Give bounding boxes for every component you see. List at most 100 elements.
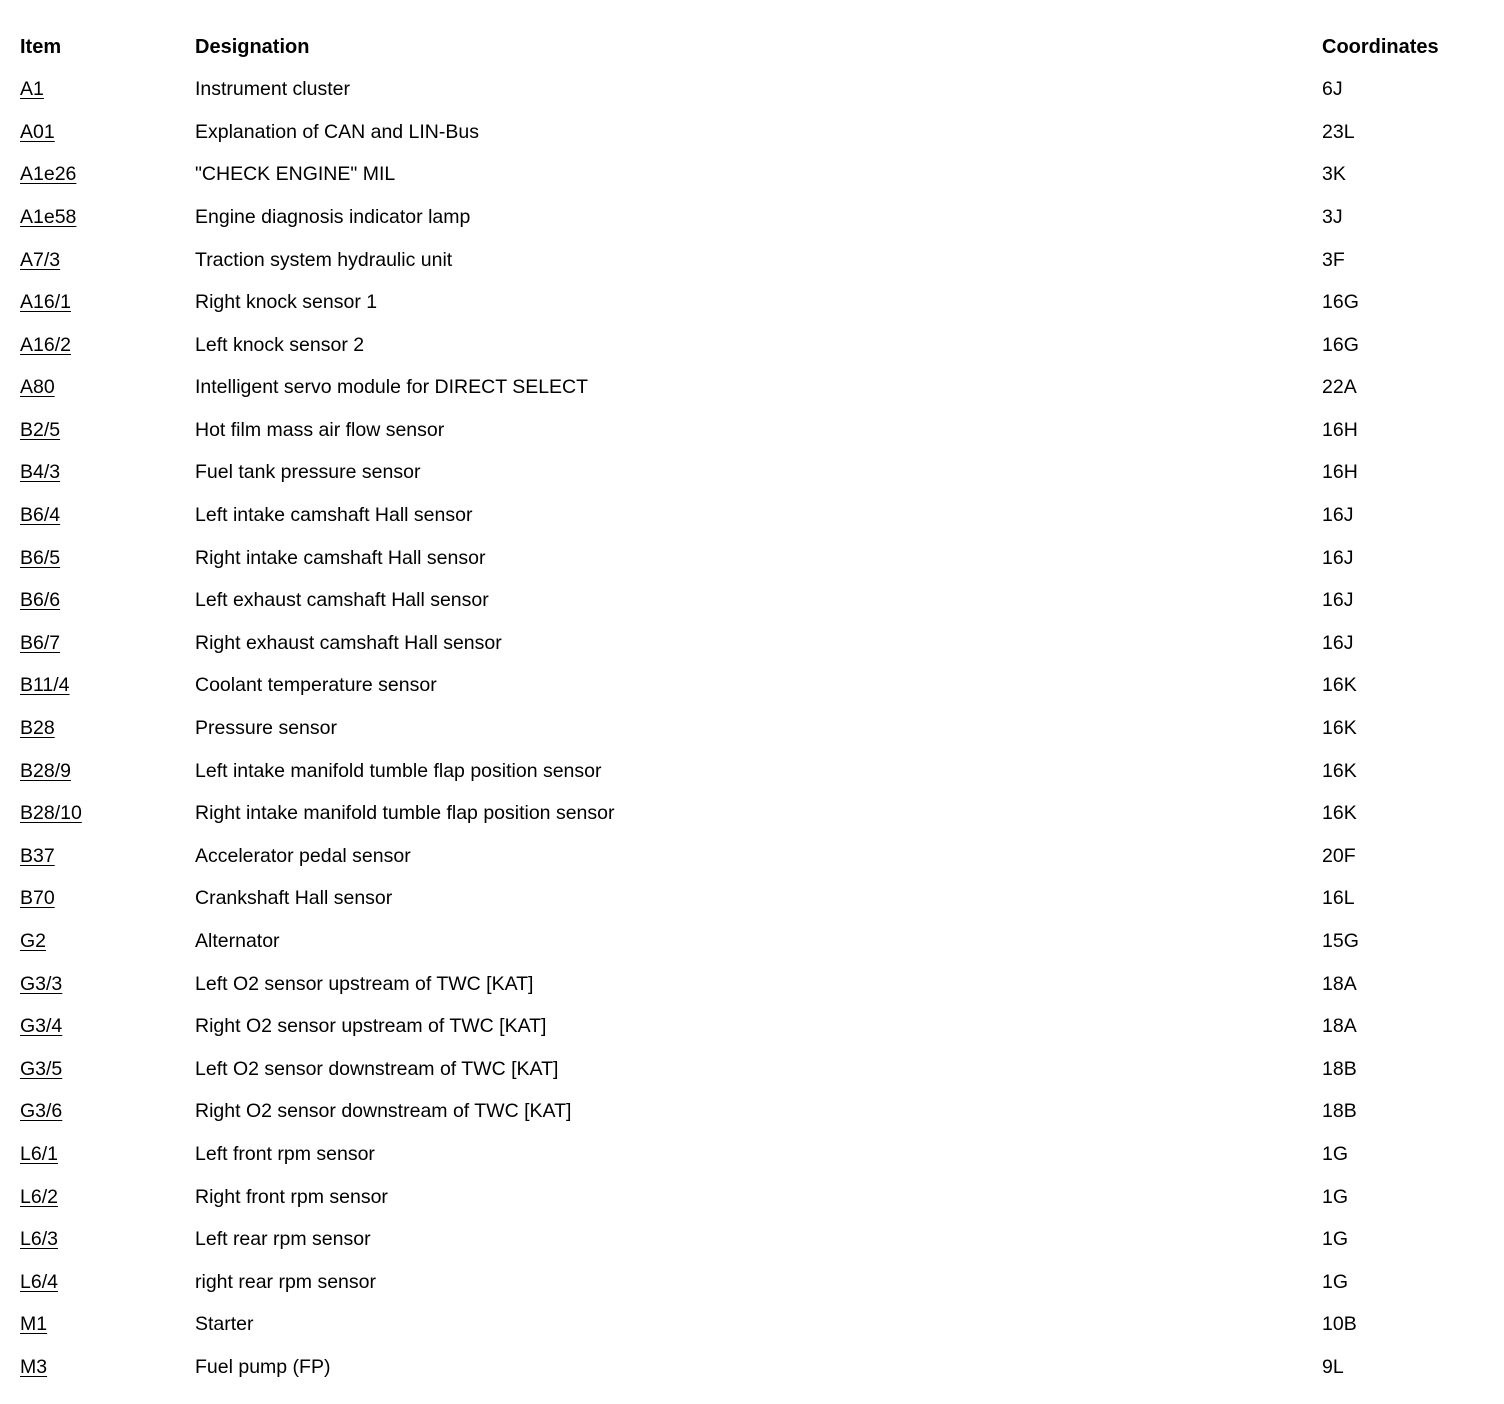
- item-code-link[interactable]: G2: [20, 930, 47, 953]
- item-code-link[interactable]: B28/10: [20, 802, 82, 825]
- designation-text: Right O2 sensor upstream of TWC [KAT]: [195, 1015, 547, 1038]
- designation-text: Pressure sensor: [195, 717, 337, 740]
- designation-text: Crankshaft Hall sensor: [195, 887, 393, 910]
- table-row: A1e26 "CHECK ENGINE" MIL 3K: [20, 154, 1484, 197]
- coordinates-text: 18A: [1322, 972, 1357, 995]
- item-code-link[interactable]: L6/2: [20, 1185, 58, 1208]
- item-code-link[interactable]: M1: [20, 1313, 48, 1336]
- designation-text: Accelerator pedal sensor: [195, 844, 411, 867]
- coordinates-text: 1G: [1322, 1185, 1349, 1208]
- coordinates-text: 16J: [1322, 504, 1354, 527]
- coordinates-text: 16K: [1322, 759, 1357, 782]
- item-code-link[interactable]: A1e26: [20, 163, 77, 186]
- item-code-link[interactable]: B70: [20, 887, 55, 910]
- coordinates-text: 16J: [1322, 546, 1354, 569]
- coordinates-text: 16K: [1322, 674, 1357, 697]
- table-row: B4/3 Fuel tank pressure sensor 16H: [20, 452, 1484, 495]
- item-code-link[interactable]: G3/4: [20, 1015, 63, 1038]
- item-code-link[interactable]: B28: [20, 717, 55, 740]
- coordinates-text: 16J: [1322, 631, 1354, 654]
- table-row: A16/1 Right knock sensor 1 16G: [20, 282, 1484, 325]
- item-code-link[interactable]: B2/5: [20, 418, 61, 441]
- designation-text: "CHECK ENGINE" MIL: [195, 163, 396, 186]
- table-row: G3/4 Right O2 sensor upstream of TWC [KAT…: [20, 1006, 1484, 1049]
- table-row: M3 Fuel pump (FP) 9L: [20, 1346, 1484, 1389]
- item-code-link[interactable]: B6/5: [20, 546, 61, 569]
- item-code-link[interactable]: B28/9: [20, 759, 71, 782]
- item-code-link[interactable]: A7/3: [20, 248, 61, 271]
- item-code-link[interactable]: A1e58: [20, 205, 77, 228]
- table-row: B70 Crankshaft Hall sensor 16L: [20, 878, 1484, 921]
- designation-text: Intelligent servo module for DIRECT SELE…: [195, 376, 589, 399]
- designation-text: Fuel pump (FP): [195, 1355, 331, 1378]
- item-code-link[interactable]: M3: [20, 1355, 48, 1378]
- table-row: B6/5 Right intake camshaft Hall sensor 16J: [20, 537, 1484, 580]
- item-code-link[interactable]: B37: [20, 844, 55, 867]
- table-row: B2/5 Hot film mass air flow sensor 16H: [20, 409, 1484, 452]
- designation-text: Explanation of CAN and LIN-Bus: [195, 120, 479, 143]
- coordinates-text: 16H: [1322, 418, 1358, 441]
- table-row: B11/4 Coolant temperature sensor 16K: [20, 665, 1484, 708]
- item-code-link[interactable]: A80: [20, 376, 55, 399]
- table-row: M1 Starter 10B: [20, 1304, 1484, 1347]
- item-code-link[interactable]: B11/4: [20, 674, 70, 697]
- designation-text: Fuel tank pressure sensor: [195, 461, 421, 484]
- table-row: A1e58 Engine diagnosis indicator lamp 3J: [20, 196, 1484, 239]
- table-header: Item Designation Coordinates: [20, 26, 1484, 69]
- table-row: G3/3 Left O2 sensor upstream of TWC [KAT]…: [20, 963, 1484, 1006]
- designation-text: Right front rpm sensor: [195, 1185, 388, 1208]
- coordinates-text: 9L: [1322, 1355, 1344, 1378]
- designation-text: Left intake camshaft Hall sensor: [195, 504, 473, 527]
- table-row: G3/5 Left O2 sensor downstream of TWC [KA…: [20, 1048, 1484, 1091]
- coordinates-text: 16H: [1322, 461, 1358, 484]
- coordinates-text: 16G: [1322, 291, 1359, 314]
- header-item: Item: [20, 36, 62, 59]
- coordinates-text: 1G: [1322, 1228, 1349, 1251]
- designation-text: Engine diagnosis indicator lamp: [195, 205, 471, 228]
- table-body: A1 Instrument cluster 6J A01 Explanation of …: [20, 69, 1484, 1389]
- coordinates-text: 20F: [1322, 844, 1356, 867]
- item-code-link[interactable]: B6/7: [20, 631, 61, 654]
- item-code-link[interactable]: B4/3: [20, 461, 61, 484]
- item-code-link[interactable]: B6/4: [20, 504, 61, 527]
- table-row: A7/3 Traction system hydraulic unit 3F: [20, 239, 1484, 282]
- designation-text: Left O2 sensor upstream of TWC [KAT]: [195, 972, 534, 995]
- item-code-link[interactable]: L6/4: [20, 1270, 58, 1293]
- designation-text: Left exhaust camshaft Hall sensor: [195, 589, 489, 612]
- item-code-link[interactable]: A1: [20, 78, 44, 101]
- designation-text: Left rear rpm sensor: [195, 1228, 371, 1251]
- designation-text: Traction system hydraulic unit: [195, 248, 453, 271]
- designation-text: Right intake camshaft Hall sensor: [195, 546, 486, 569]
- table-row: B37 Accelerator pedal sensor 20F: [20, 835, 1484, 878]
- table-row: B28 Pressure sensor 16K: [20, 708, 1484, 751]
- table-row: B28/10 Right intake manifold tumble flap …: [20, 793, 1484, 836]
- item-code-link[interactable]: G3/6: [20, 1100, 63, 1123]
- item-code-link[interactable]: A01: [20, 120, 55, 143]
- table-row: L6/2 Right front rpm sensor 1G: [20, 1176, 1484, 1219]
- coordinates-text: 23L: [1322, 120, 1355, 143]
- designation-text: Left intake manifold tumble flap positio…: [195, 759, 602, 782]
- coordinates-text: 15G: [1322, 930, 1359, 953]
- item-code-link[interactable]: G3/5: [20, 1057, 63, 1080]
- item-code-link[interactable]: L6/1: [20, 1142, 58, 1165]
- coordinates-text: 18A: [1322, 1015, 1357, 1038]
- coordinates-text: 18B: [1322, 1100, 1357, 1123]
- coordinates-text: 16J: [1322, 589, 1354, 612]
- table-row: G2 Alternator 15G: [20, 920, 1484, 963]
- table-row: B28/9 Left intake manifold tumble flap po…: [20, 750, 1484, 793]
- item-code-link[interactable]: B6/6: [20, 589, 61, 612]
- designation-text: Coolant temperature sensor: [195, 674, 437, 697]
- item-code-link[interactable]: A16/1: [20, 291, 71, 314]
- coordinates-text: 16K: [1322, 717, 1357, 740]
- item-code-link[interactable]: A16/2: [20, 333, 71, 356]
- table-row: B6/6 Left exhaust camshaft Hall sensor 16J: [20, 580, 1484, 623]
- table-row: L6/4 right rear rpm sensor 1G: [20, 1261, 1484, 1304]
- coordinates-text: 18B: [1322, 1057, 1357, 1080]
- table-row: A80 Intelligent servo module for DIRECT S…: [20, 367, 1484, 410]
- coordinates-text: 10B: [1322, 1313, 1357, 1336]
- item-code-link[interactable]: L6/3: [20, 1228, 58, 1251]
- table-row: G3/6 Right O2 sensor downstream of TWC [K…: [20, 1091, 1484, 1134]
- item-code-link[interactable]: G3/3: [20, 972, 63, 995]
- designation-text: Starter: [195, 1313, 254, 1336]
